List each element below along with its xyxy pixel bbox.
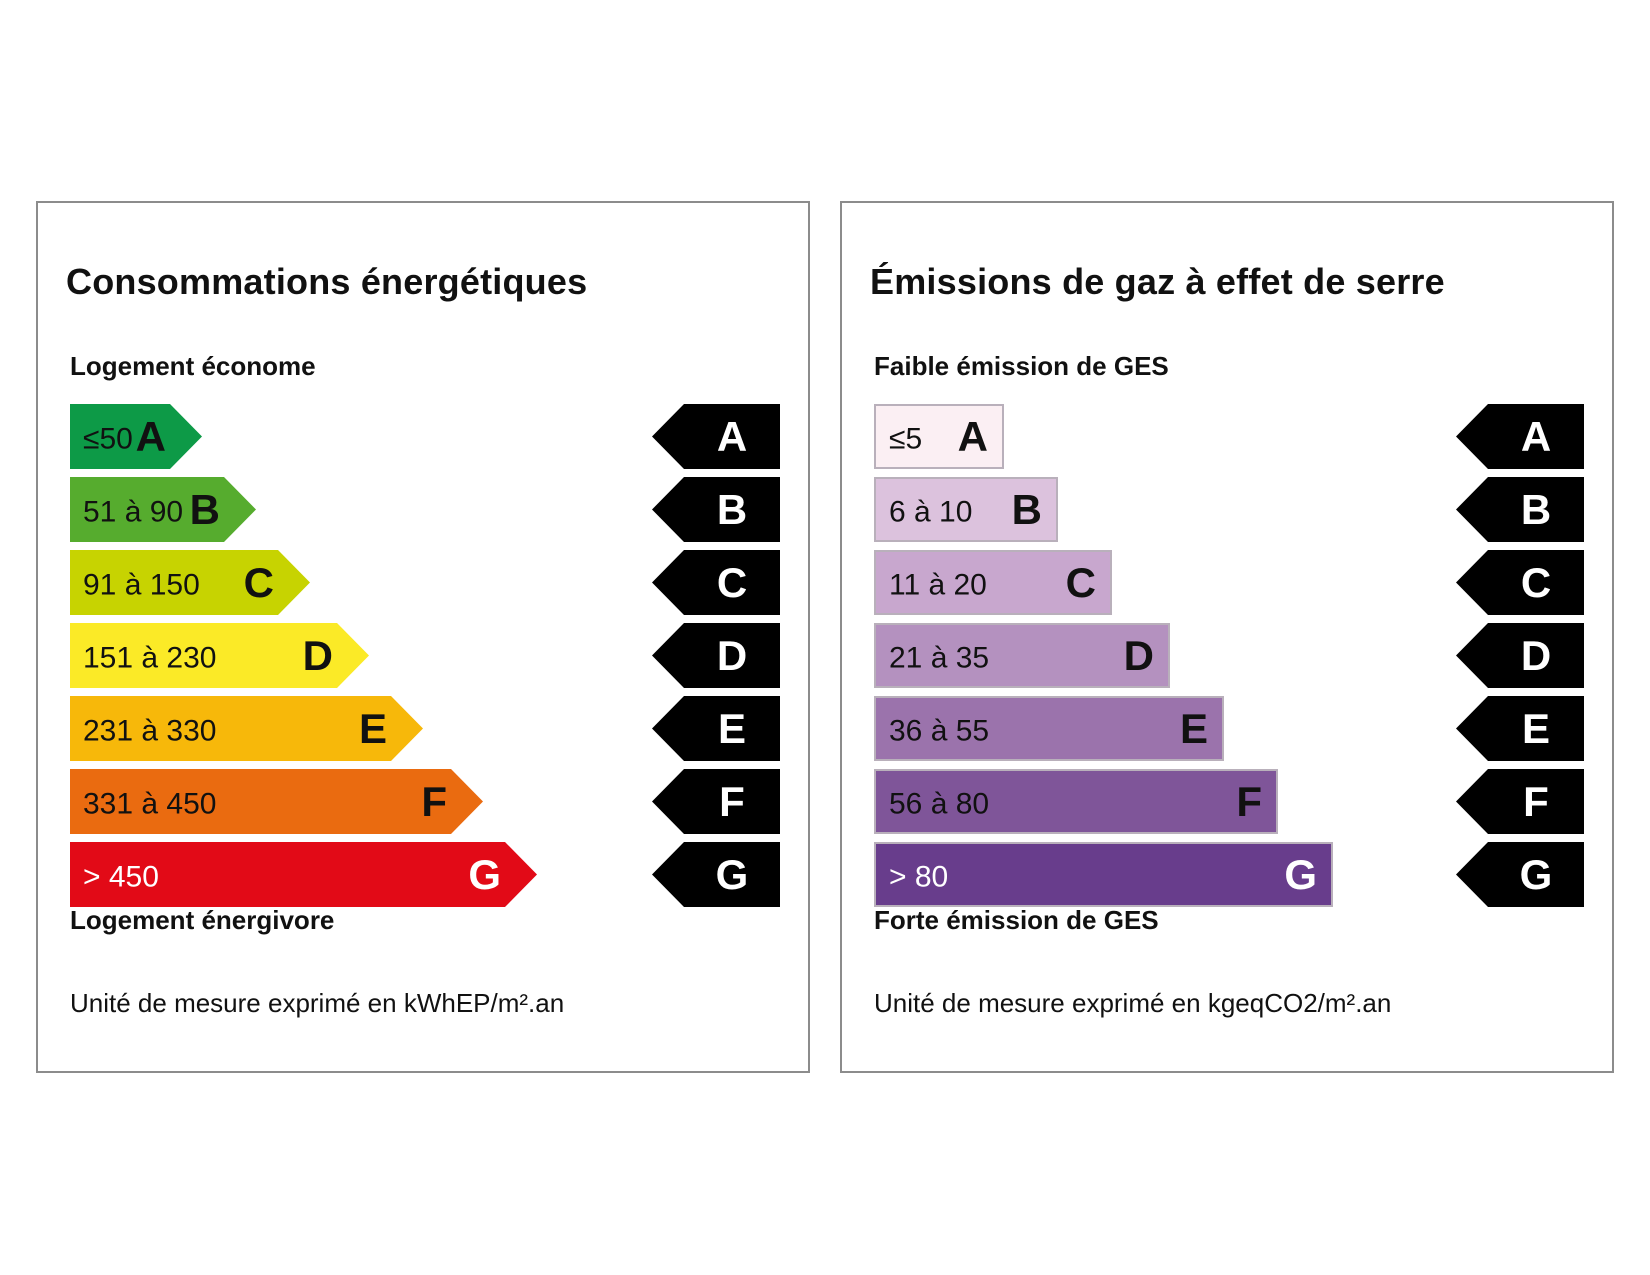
class-letter: C	[243, 558, 274, 606]
ges-unit: Unité de mesure exprimé en kgeqCO2/m².an	[874, 988, 1392, 1018]
ges-marker-c: C	[1456, 550, 1584, 615]
marker-letter: F	[1523, 777, 1549, 825]
range-label: 21 à 35	[889, 641, 990, 675]
energy-row-a: ≤50 A A	[70, 404, 780, 469]
marker-letter: E	[1521, 704, 1550, 752]
class-letter: C	[1065, 558, 1096, 606]
ges-marker-f: F	[1456, 769, 1584, 834]
marker-letter: F	[719, 777, 745, 825]
ges-row-e: 36 à 55 E E	[874, 696, 1584, 761]
class-letter: D	[302, 631, 333, 679]
ges-marker-g: G	[1456, 842, 1584, 907]
ges-marker-b: B	[1456, 477, 1584, 542]
range-label: ≤50	[83, 422, 133, 456]
energy-marker-f: F	[652, 769, 780, 834]
energy-marker-d: D	[652, 623, 780, 688]
range-label: 151 à 230	[83, 641, 217, 675]
marker-letter: B	[716, 485, 748, 533]
marker-letter: A	[716, 412, 748, 460]
class-letter: A	[135, 412, 166, 460]
energy-bottom-label: Logement énergivore	[70, 905, 335, 935]
class-letter: G	[1284, 850, 1317, 898]
energy-marker-a: A	[652, 404, 780, 469]
ges-row-c: 11 à 20 C C	[874, 550, 1584, 615]
marker-letter: D	[716, 631, 748, 679]
class-letter: G	[468, 850, 501, 898]
energy-row-d: 151 à 230 D D	[70, 623, 780, 688]
energy-row-b: 51 à 90 B B	[70, 477, 780, 542]
class-letter: A	[957, 412, 988, 460]
ges-bar-b: 6 à 10 B	[874, 477, 1058, 542]
ges-marker-d: D	[1456, 623, 1584, 688]
ges-scale: ≤5 A A 6 à 10 B B 11 à 20 C C 21 à 35 D D 36 à 55 E E 5…	[874, 404, 1584, 914]
ges-title: Émissions de gaz à effet de serre	[870, 261, 1445, 302]
range-label: 56 à 80	[889, 787, 990, 821]
marker-letter: E	[717, 704, 746, 752]
marker-letter: B	[1520, 485, 1552, 533]
class-letter: D	[1123, 631, 1154, 679]
class-letter: E	[1179, 704, 1208, 752]
ges-top-label: Faible émission de GES	[874, 351, 1169, 381]
range-label: 231 à 330	[83, 714, 217, 748]
ges-bar-f: 56 à 80 F	[874, 769, 1278, 834]
marker-letter: G	[715, 850, 749, 898]
range-label: 11 à 20	[889, 568, 987, 602]
ges-bar-a: ≤5 A	[874, 404, 1004, 469]
marker-letter: D	[1520, 631, 1552, 679]
class-letter: B	[189, 485, 220, 533]
energy-bar-g: > 450 G	[70, 842, 537, 907]
energy-row-g: > 450 G G	[70, 842, 780, 907]
ges-bar-c: 11 à 20 C	[874, 550, 1112, 615]
energy-marker-c: C	[652, 550, 780, 615]
marker-letter: A	[1520, 412, 1552, 460]
energy-bar-a: ≤50 A	[70, 404, 202, 469]
energy-scale: ≤50 A A 51 à 90 B B 91 à 150 C C 151 à 230 D D 231 à…	[70, 404, 780, 914]
range-label: 36 à 55	[889, 714, 990, 748]
energy-row-f: 331 à 450 F F	[70, 769, 780, 834]
class-letter: B	[1011, 485, 1042, 533]
marker-letter: C	[1520, 558, 1552, 606]
ges-bar-e: 36 à 55 E	[874, 696, 1224, 761]
ges-bottom-label: Forte émission de GES	[874, 905, 1159, 935]
energy-bar-f: 331 à 450 F	[70, 769, 483, 834]
range-label: 91 à 150	[83, 568, 200, 602]
ges-bar-g: > 80 G	[874, 842, 1333, 907]
energy-bar-e: 231 à 330 E	[70, 696, 423, 761]
range-label: 6 à 10	[889, 495, 973, 529]
ges-marker-e: E	[1456, 696, 1584, 761]
ges-row-f: 56 à 80 F F	[874, 769, 1584, 834]
class-letter: F	[421, 777, 447, 825]
ges-emissions-panel: Émissions de gaz à effet de serre Faible…	[840, 201, 1614, 1073]
range-label: ≤5	[889, 422, 923, 456]
energy-consumption-panel: Consommations énergétiques Logement écon…	[36, 201, 810, 1073]
energy-marker-e: E	[652, 696, 780, 761]
ges-row-d: 21 à 35 D D	[874, 623, 1584, 688]
marker-letter: C	[716, 558, 748, 606]
ges-marker-a: A	[1456, 404, 1584, 469]
ges-bar-d: 21 à 35 D	[874, 623, 1170, 688]
range-label: > 80	[889, 860, 949, 894]
class-letter: E	[358, 704, 387, 752]
range-label: 331 à 450	[83, 787, 217, 821]
energy-marker-b: B	[652, 477, 780, 542]
energy-unit: Unité de mesure exprimé en kWhEP/m².an	[70, 988, 565, 1018]
range-label: 51 à 90	[83, 495, 184, 529]
ges-row-b: 6 à 10 B B	[874, 477, 1584, 542]
range-label: > 450	[83, 860, 159, 894]
energy-top-label: Logement économe	[70, 351, 316, 381]
energy-marker-g: G	[652, 842, 780, 907]
class-letter: F	[1236, 777, 1262, 825]
energy-row-e: 231 à 330 E E	[70, 696, 780, 761]
energy-bar-d: 151 à 230 D	[70, 623, 369, 688]
marker-letter: G	[1519, 850, 1553, 898]
energy-row-c: 91 à 150 C C	[70, 550, 780, 615]
ges-row-g: > 80 G G	[874, 842, 1584, 907]
energy-bar-b: 51 à 90 B	[70, 477, 256, 542]
ges-row-a: ≤5 A A	[874, 404, 1584, 469]
energy-title: Consommations énergétiques	[66, 261, 588, 302]
energy-bar-c: 91 à 150 C	[70, 550, 310, 615]
